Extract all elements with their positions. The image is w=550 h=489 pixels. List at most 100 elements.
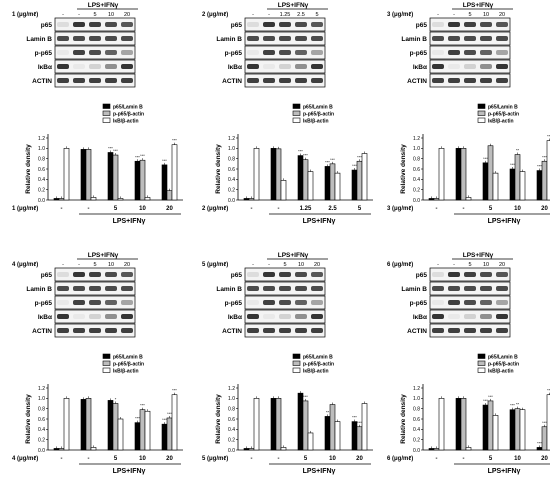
bar <box>536 447 543 451</box>
blot-band <box>247 64 259 69</box>
x-tick-label: 20 <box>541 206 548 212</box>
bar <box>161 164 168 201</box>
blot-band <box>295 314 307 319</box>
x-tick-label: 20 <box>541 456 548 462</box>
blot-row-label: IκBα <box>228 64 242 71</box>
significance-mark: *** <box>172 388 177 393</box>
significance-mark: *** <box>303 394 308 399</box>
blot-row-label: p65 <box>231 272 243 279</box>
blot-band <box>311 64 323 69</box>
legend-swatch <box>477 367 486 373</box>
blot-band <box>121 50 133 55</box>
blot-band <box>448 300 460 305</box>
blot-band <box>295 36 307 41</box>
blot-band <box>448 64 460 69</box>
x-tick-label: 20 <box>356 456 363 462</box>
x-tick-label: - <box>88 206 90 212</box>
blot-row-label: ACTIN <box>407 328 427 335</box>
significance-mark: ** <box>516 148 520 153</box>
significance-mark: *** <box>113 148 118 153</box>
bar <box>134 160 141 201</box>
blot-stimulus-label: LPS+IFNγ <box>88 252 119 259</box>
x-stimulus-label: LPS+IFNγ <box>303 218 336 225</box>
blot-stimulus-label: LPS+IFNγ <box>278 252 309 259</box>
blot-row-label: p-p65 <box>225 50 243 57</box>
x-tick-label: - <box>436 206 438 212</box>
bar <box>329 163 336 201</box>
blot-compound-label: 5 (μg/mℓ) <box>202 262 228 268</box>
blot-band <box>295 328 307 333</box>
blot-lane-label: 10 <box>483 262 489 268</box>
blot-row-label: Lamin B <box>401 286 427 293</box>
blot-lane-label: 5 <box>468 12 471 18</box>
y-tick-label: 0.4 <box>228 177 235 183</box>
blot-band <box>480 286 492 291</box>
blot-band <box>496 272 508 277</box>
blot-row-label: ACTIN <box>32 328 52 335</box>
blot-band <box>121 314 133 319</box>
blot-lane-label: - <box>252 12 254 18</box>
blot-row-label: p-p65 <box>410 300 428 307</box>
significance-mark: *** <box>352 415 357 420</box>
blot-band <box>105 314 117 319</box>
legend-swatch <box>292 103 301 109</box>
blot-row-label: p-p65 <box>35 300 53 307</box>
x-tick-label: 5 <box>304 456 308 462</box>
x-tick-label: - <box>61 456 63 462</box>
blot-band <box>121 78 133 83</box>
legend-label: IκB/β-actin <box>488 369 514 375</box>
blot-band <box>311 328 323 333</box>
bar <box>541 160 548 201</box>
bar <box>509 409 516 451</box>
blot-band <box>464 22 476 27</box>
bar <box>90 197 97 201</box>
blot-band <box>295 50 307 55</box>
x-tick-label: 5 <box>489 456 493 462</box>
legend-swatch <box>477 360 486 366</box>
y-tick-label: 0.0 <box>228 448 235 454</box>
blot-band <box>432 50 444 55</box>
blot-band <box>311 22 323 27</box>
blot-band <box>432 36 444 41</box>
significance-mark: *** <box>162 417 167 422</box>
blot-band <box>247 36 259 41</box>
bar <box>53 448 60 451</box>
y-tick-label: 1.2 <box>38 386 45 392</box>
blot-band <box>121 286 133 291</box>
panel-5: LPS+IFNγ 5 (μg/mℓ) - - 5 10 20 p65 Lamin B p-p65 I… <box>202 252 373 475</box>
blot-lane-label: 10 <box>298 262 304 268</box>
y-tick-label: 0.8 <box>38 406 45 412</box>
significance-mark: * <box>115 397 117 402</box>
y-tick-label: 1.2 <box>228 386 235 392</box>
blot-band <box>57 300 69 305</box>
blot-band <box>448 22 460 27</box>
x-compound-label: 5 (μg/mℓ) <box>202 456 228 462</box>
blot-band <box>247 314 259 319</box>
bar <box>324 416 331 451</box>
blot-band <box>247 78 259 83</box>
blot-lane-label: 20 <box>124 12 130 18</box>
blot-band <box>73 50 85 55</box>
bar <box>519 409 526 451</box>
blot-band <box>121 328 133 333</box>
bar <box>465 197 472 201</box>
blot-band <box>480 314 492 319</box>
y-tick-label: 0.0 <box>38 448 45 454</box>
bar <box>63 148 70 201</box>
x-tick-label: 10 <box>329 456 336 462</box>
blot-row-label: IκBα <box>413 64 427 71</box>
blot-band <box>480 300 492 305</box>
blot-compound-label: 2 (μg/mℓ) <box>202 12 228 18</box>
bar <box>351 169 358 201</box>
blot-band <box>448 286 460 291</box>
significance-mark: *** <box>357 154 362 159</box>
bar <box>487 400 494 451</box>
bar <box>455 398 462 451</box>
bar <box>270 398 277 451</box>
blot-band <box>464 50 476 55</box>
legend-label: p65/Lamin B <box>488 105 518 111</box>
x-tick-label: - <box>463 206 465 212</box>
blot-band <box>263 22 275 27</box>
y-tick-label: 0.0 <box>413 198 420 204</box>
y-tick-label: 1.0 <box>38 396 45 402</box>
